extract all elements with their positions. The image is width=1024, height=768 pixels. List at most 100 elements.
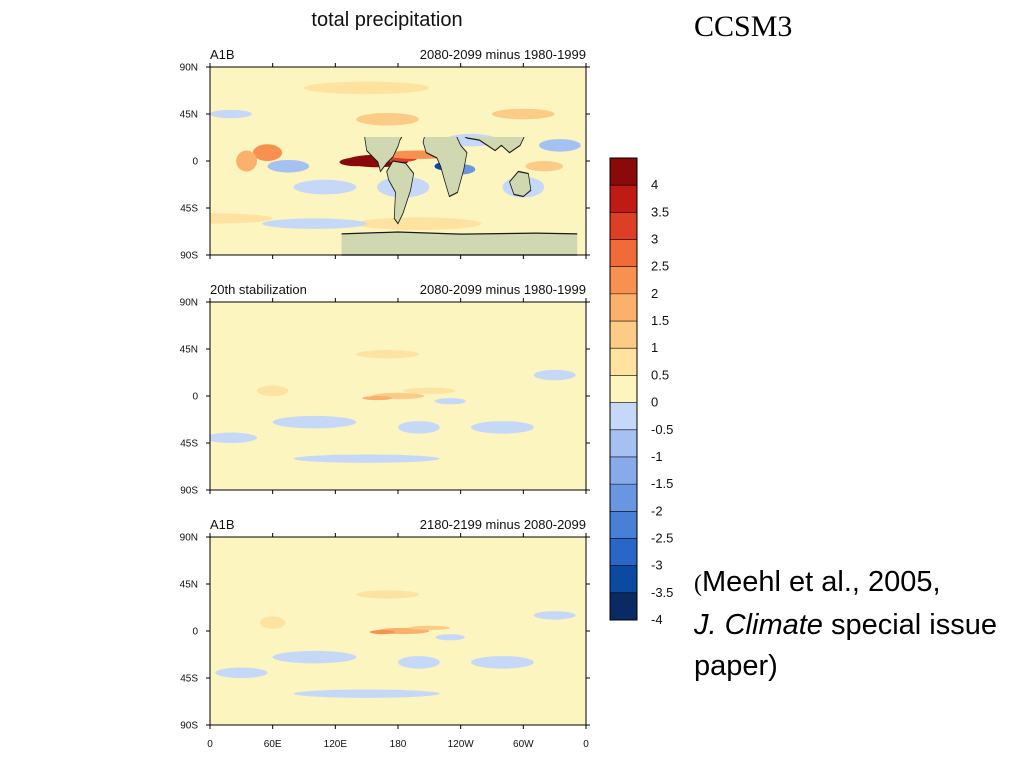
y-tick-label: 90N [180,533,198,544]
panel-left-label: A1B [210,47,235,62]
anomaly-blob [408,625,451,630]
anomaly-blob [210,109,252,119]
x-tick-label: 60W [513,739,534,750]
anomaly-blob [539,139,581,152]
colorbar-swatch [610,185,637,213]
colorbar-frame [609,157,638,621]
y-tick-label: 0 [192,157,198,168]
y-tick-label: 90N [180,298,198,309]
y-tick-label: 45N [180,580,198,591]
colorbar-tick-label: 4 [651,177,658,192]
colorbar-tick-label: -2 [651,503,663,518]
anomaly-blob [362,396,392,401]
anomaly-blob [369,629,395,635]
x-tick-label: 120E [324,739,348,750]
y-tick-label: 90N [180,63,198,74]
y-tick-label: 0 [192,627,198,638]
anomaly-blob [304,81,430,95]
colorbar-tick-label: 3.5 [651,204,669,219]
anomaly-field [210,350,576,463]
colorbar-tick-label: -3.5 [651,585,673,600]
anomaly-blob [262,218,367,229]
colorbar-swatch [610,592,637,621]
anomaly-blob [398,421,440,434]
map-panel-3: A1B 2180-2199 minus 2080-2099 90N 45N 0 45S 90… [180,517,590,750]
anomaly-blob [356,112,419,126]
colorbar: 4 3.5 3 2.5 2 1.5 1 0.5 0 -0.5 -1 -1.5 -2 -2.5 -3 -3.5 -… [609,157,673,627]
y-tick-label: 45N [180,345,198,356]
colorbar-swatch [610,348,637,376]
anomaly-blob [260,616,286,629]
y-tick-label: 90S [180,486,198,497]
citation-paren: ( [694,571,702,597]
anomaly-blob [210,213,273,224]
x-tick-label: 0 [207,739,213,750]
colorbar-tick-label: -1 [651,449,663,464]
panel-right-label: 2080-2099 minus 1980-1999 [420,282,586,297]
x-tick-label: 120W [448,739,475,750]
colorbar-tick-label: 0.5 [651,367,669,382]
panel-left-label: A1B [210,517,235,532]
panel-right-label: 2180-2199 minus 2080-2099 [420,517,586,532]
colorbar-swatch [610,402,637,431]
colorbar-swatch [610,538,637,567]
x-tick-label: 180 [390,739,407,750]
anomaly-blob [252,144,283,161]
y-tick-label: 90S [180,721,198,732]
anomaly-blob [272,650,357,664]
colorbar-swatch [610,565,637,594]
colorbar-swatch [610,158,637,186]
anomaly-blob [236,150,257,172]
anomaly-blob [356,590,419,599]
anomaly-blob [525,161,564,172]
colorbar-tick-label: -4 [651,612,663,627]
map-panel-2: 20th stabilization 2080-2099 minus 1980-1… [180,282,590,497]
anomaly-field [215,590,576,698]
y-tick-label: 45S [180,204,198,215]
anomaly-blob [293,689,440,698]
anomaly-blob [471,421,534,434]
anomaly-blob [272,415,357,429]
colorbar-tick-label: -2.5 [651,530,673,545]
chart-title: total precipitation [311,9,462,31]
x-tick-label: 60E [264,739,282,750]
panel-right-label: 2080-2099 minus 1980-1999 [420,47,586,62]
x-tick-label: 0 [583,739,589,750]
citation-authors: Meehl et al., 2005, [702,566,941,598]
citation-journal: J. Climate [694,609,823,641]
colorbar-swatch [610,429,637,458]
colorbar-swatch [610,484,637,512]
colorbar-tick-label: -0.5 [651,422,673,437]
citation: (Meehl et al., 2005, J. Climate special … [694,562,1014,687]
map-panel-1: A1B 2080-2099 minus 1980-1999 90N 45N 0 45S 90… [180,47,590,262]
anomaly-blob [398,656,440,669]
anomaly-blob [491,108,555,120]
anomaly-blob [471,656,534,669]
model-name: CCSM3 [694,10,793,43]
anomaly-blob [403,387,456,394]
colorbar-tick-label: 3 [651,232,658,247]
anomaly-blob [533,611,576,620]
y-tick-label: 45N [180,110,198,121]
colorbar-swatch [610,511,637,539]
colorbar-swatch [610,456,637,485]
colorbar-tick-label: -1.5 [651,476,673,491]
colorbar-swatch [610,239,637,268]
anomaly-blob [293,179,357,195]
colorbar-swatch [610,212,637,241]
colorbar-swatch [610,375,637,404]
anomaly-blob [210,432,257,443]
anomaly-blob [434,398,466,405]
anomaly-blob [435,634,465,641]
citation-rest: special issue paper) [694,609,998,682]
anomaly-blob [533,369,576,381]
anomaly-blob [215,667,268,678]
colorbar-tick-label: 1 [651,340,658,355]
y-tick-label: 90S [180,251,198,262]
panel-left-label: 20th stabilization [210,282,307,297]
anomaly-blob [339,157,373,167]
colorbar-swatch [610,266,637,295]
colorbar-tick-label: 0 [651,395,658,410]
anomaly-blob [356,217,482,230]
